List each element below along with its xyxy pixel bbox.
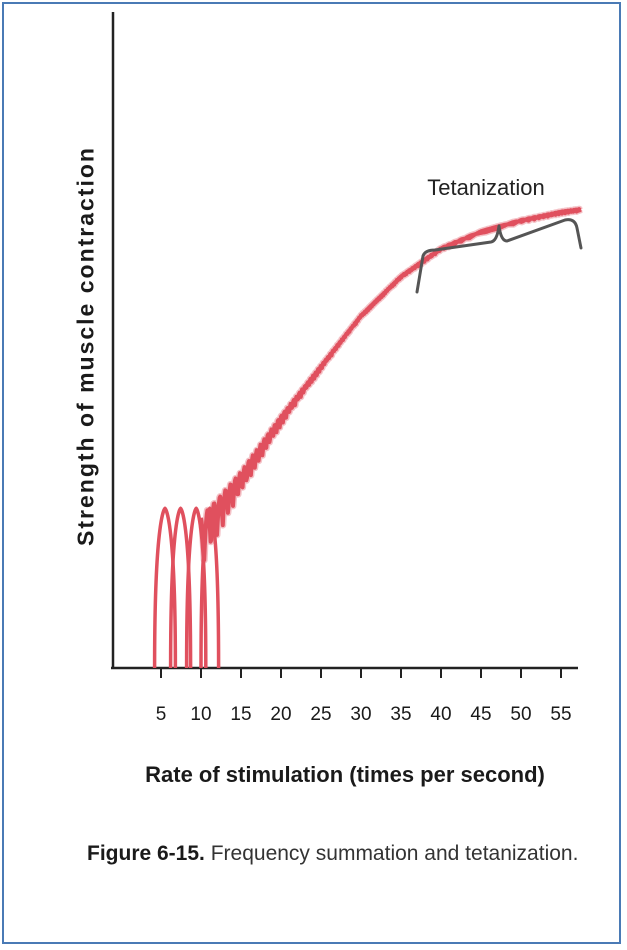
x-tick-label: 10 [190,704,211,725]
tetanization-brace [415,218,583,294]
x-tick-label: 15 [230,704,251,725]
x-tick-label: 20 [270,704,291,725]
x-tick-label: 25 [310,704,331,725]
twitch-curve [199,506,221,669]
x-tick-label: 55 [550,704,571,725]
figure-caption: Figure 6-15. Frequency summation and tet… [87,842,578,866]
caption-label: Figure 6-15. [87,842,205,865]
tetanization-annotation: Tetanization [427,175,545,200]
y-axis-label: Strength of muscle contraction [72,146,99,546]
x-tick-label: 50 [510,704,531,725]
x-tick-label: 45 [470,704,491,725]
x-axis-label: Rate of stimulation (times per second) [145,762,545,787]
x-tick-label: 35 [390,704,411,725]
x-tick-label: 40 [430,704,451,725]
figure-frame [2,2,621,944]
caption-text: Frequency summation and tetanization. [210,842,579,865]
x-tick-label: 5 [156,704,167,725]
x-tick-label: 30 [350,704,371,725]
summation-curve-band [197,205,584,564]
summation-curve [199,207,582,562]
